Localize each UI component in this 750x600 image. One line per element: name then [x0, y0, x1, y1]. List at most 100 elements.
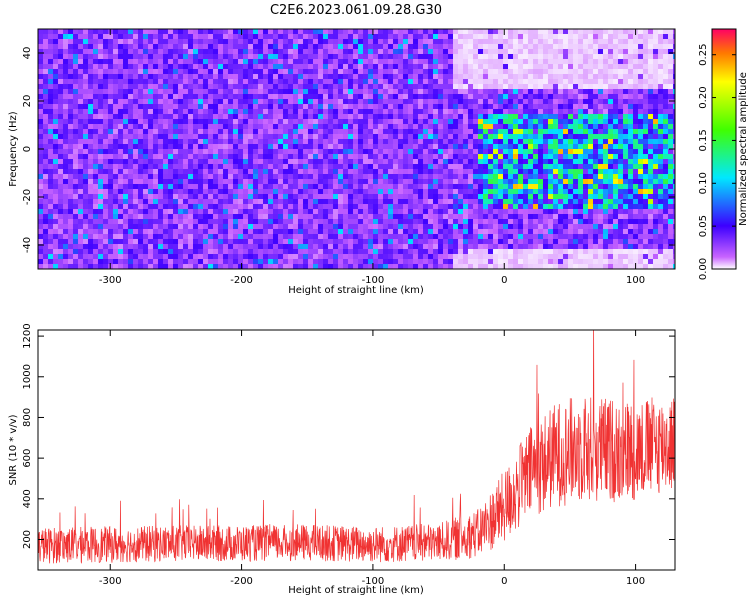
spectrogram-cell — [203, 169, 208, 174]
spectrogram-cell — [118, 69, 123, 74]
spectrogram-cell — [43, 69, 48, 74]
spectrogram-cell — [223, 74, 228, 79]
spectrogram-cell — [518, 124, 523, 129]
spectrogram-cell — [323, 134, 328, 139]
spectrogram-cell — [78, 239, 83, 244]
spectrogram-cell — [383, 194, 388, 199]
spectrogram-cell — [193, 244, 198, 249]
spectrogram-cell — [513, 224, 518, 229]
spectrogram-cell — [408, 139, 413, 144]
spectrogram-cell — [283, 254, 288, 259]
spectrogram-cell — [413, 154, 418, 159]
spectrogram-cell — [433, 59, 438, 64]
spectrogram-cell — [233, 139, 238, 144]
spectrogram-cell — [273, 179, 278, 184]
spectrogram-cell — [83, 194, 88, 199]
spectrogram-cell — [223, 144, 228, 149]
spectrogram-cell — [158, 169, 163, 174]
spectrogram-cell — [328, 144, 333, 149]
spectrogram-cell — [263, 34, 268, 39]
spectrogram-cell — [528, 104, 533, 109]
spectrogram-cell — [388, 59, 393, 64]
spectrogram-cell — [418, 254, 423, 259]
spectrogram-cell — [233, 39, 238, 44]
spectrogram-cell — [258, 184, 263, 189]
spectrogram-cell — [233, 174, 238, 179]
spectrogram-cell — [143, 94, 148, 99]
spectrogram-cell — [348, 64, 353, 69]
spectrogram-cell — [128, 59, 133, 64]
spectrogram-cell — [168, 124, 173, 129]
spectrogram-cell — [488, 99, 493, 104]
spectrogram-cell — [473, 114, 478, 119]
spectrogram-cell — [343, 124, 348, 129]
spectrogram-cell — [428, 69, 433, 74]
spectrogram-cell — [383, 134, 388, 139]
spectrogram-cell — [153, 124, 158, 129]
spectrogram-cell — [503, 79, 508, 84]
spectrogram-cell — [178, 189, 183, 194]
spectrogram-cell — [503, 224, 508, 229]
spectrogram-cell — [303, 154, 308, 159]
spectrogram-cell — [323, 64, 328, 69]
spectrogram-cell — [553, 154, 558, 159]
spectrogram-cell — [368, 119, 373, 124]
spectrogram-cell — [318, 199, 323, 204]
spectrogram-cell — [228, 144, 233, 149]
spectrogram-cell — [528, 69, 533, 74]
spectrogram-cell — [143, 264, 148, 269]
spectrogram-cell — [193, 239, 198, 244]
spectrogram-cell — [253, 184, 258, 189]
spectrogram-cell — [348, 199, 353, 204]
spectrogram-cell — [493, 264, 498, 269]
spectrogram-cell — [418, 199, 423, 204]
spectrogram-cell — [398, 244, 403, 249]
spectrogram-cell — [233, 189, 238, 194]
spectrogram-cell — [238, 64, 243, 69]
spectrogram-cell — [408, 199, 413, 204]
spectrogram-cell — [73, 149, 78, 154]
spectrogram-cell — [363, 139, 368, 144]
spectrogram-cell — [203, 129, 208, 134]
spectrogram-cell — [303, 109, 308, 114]
spectrogram-cell — [278, 54, 283, 59]
spectrogram-cell — [273, 74, 278, 79]
spectrogram-cell — [413, 169, 418, 174]
spectrogram-cell — [183, 114, 188, 119]
spectrogram-cell — [388, 229, 393, 234]
spectrogram-cell — [103, 114, 108, 119]
spectrogram-cell — [448, 149, 453, 154]
spectrogram-cell — [108, 64, 113, 69]
spectrogram-cell — [358, 254, 363, 259]
spectrogram-cell — [258, 199, 263, 204]
spectrogram-cell — [428, 84, 433, 89]
spectrogram-cell — [358, 119, 363, 124]
spectrogram-cell — [268, 64, 273, 69]
spectrogram-cell — [173, 249, 178, 254]
spectrogram-cell — [68, 59, 73, 64]
spectrogram-cell — [148, 224, 153, 229]
spectrogram-cell — [488, 124, 493, 129]
spectrogram-cell — [333, 74, 338, 79]
spectrogram-cell — [208, 209, 213, 214]
spectrogram-cell — [328, 184, 333, 189]
spectrogram-cell — [278, 154, 283, 159]
spectrogram-cell — [303, 84, 308, 89]
spectrogram-cell — [198, 234, 203, 239]
spectrogram-cell — [63, 244, 68, 249]
spectrogram-cell — [213, 209, 218, 214]
spectrogram-cell — [328, 224, 333, 229]
spectrogram-cell — [423, 174, 428, 179]
spectrogram-cell — [118, 229, 123, 234]
spectrogram-cell — [283, 134, 288, 139]
spectrogram-cell — [248, 264, 253, 269]
spectrogram-cell — [298, 119, 303, 124]
spectrogram-cell — [468, 89, 473, 94]
spectrogram-cell — [183, 79, 188, 84]
spectrogram-cell — [213, 124, 218, 129]
spectrogram-cell — [153, 164, 158, 169]
spectrogram-cell — [208, 184, 213, 189]
spectrogram-cell — [373, 219, 378, 224]
spectrogram-cell — [433, 39, 438, 44]
spectrogram-cell — [103, 234, 108, 239]
